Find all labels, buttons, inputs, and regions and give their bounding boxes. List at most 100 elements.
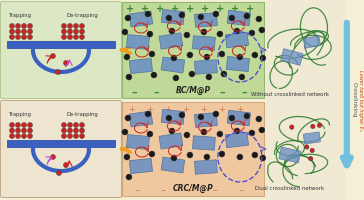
Polygon shape (129, 158, 153, 174)
Circle shape (249, 30, 255, 36)
Circle shape (145, 111, 151, 117)
Text: +: + (165, 104, 171, 114)
Circle shape (124, 154, 130, 160)
Circle shape (122, 129, 128, 135)
Circle shape (305, 145, 309, 149)
Polygon shape (194, 13, 217, 27)
Circle shape (187, 152, 193, 158)
Circle shape (244, 113, 250, 119)
Polygon shape (279, 147, 301, 163)
Text: –: – (219, 88, 225, 98)
Text: –: – (197, 88, 203, 98)
Polygon shape (161, 109, 185, 125)
Circle shape (252, 52, 258, 58)
Circle shape (310, 124, 315, 129)
Circle shape (126, 74, 132, 80)
Circle shape (290, 125, 294, 129)
Circle shape (256, 16, 262, 22)
Circle shape (62, 29, 67, 34)
Circle shape (198, 14, 204, 20)
Circle shape (166, 115, 172, 121)
Circle shape (259, 127, 265, 133)
Text: +: + (126, 4, 134, 14)
Text: –: – (131, 88, 137, 98)
Text: Lower tanδ but higher Eₙ: Lower tanδ but higher Eₙ (358, 70, 363, 130)
Circle shape (63, 60, 68, 66)
Circle shape (79, 134, 84, 138)
Circle shape (28, 29, 32, 34)
Circle shape (62, 23, 67, 28)
Polygon shape (225, 32, 249, 48)
Polygon shape (129, 58, 153, 74)
Bar (7, 140, 115, 147)
Circle shape (51, 53, 55, 58)
Circle shape (217, 31, 223, 37)
Circle shape (151, 72, 157, 78)
Circle shape (28, 128, 32, 133)
Circle shape (16, 122, 20, 128)
Circle shape (9, 122, 15, 128)
Circle shape (62, 128, 67, 133)
Circle shape (67, 134, 72, 138)
Circle shape (239, 74, 245, 80)
Circle shape (74, 23, 79, 28)
Circle shape (179, 12, 185, 18)
Circle shape (184, 32, 190, 38)
Text: +: + (141, 4, 149, 14)
Circle shape (171, 55, 177, 61)
Circle shape (201, 129, 207, 135)
Text: +: + (156, 4, 164, 14)
Text: +: + (216, 4, 224, 14)
Circle shape (67, 29, 72, 34)
Circle shape (206, 74, 212, 80)
Circle shape (63, 162, 68, 168)
Text: –: – (241, 88, 247, 98)
Circle shape (124, 54, 130, 60)
Polygon shape (159, 33, 183, 49)
Polygon shape (193, 136, 215, 150)
Text: –: – (213, 185, 217, 195)
Circle shape (149, 151, 155, 157)
Circle shape (74, 128, 79, 133)
Circle shape (219, 151, 225, 157)
Circle shape (74, 134, 79, 138)
Circle shape (79, 122, 84, 128)
Circle shape (234, 128, 240, 134)
Circle shape (74, 29, 79, 34)
Text: +: + (128, 104, 135, 114)
Circle shape (260, 155, 266, 161)
Circle shape (79, 128, 84, 133)
Bar (122, 2, 264, 98)
Text: +: + (218, 104, 225, 114)
Circle shape (213, 11, 219, 17)
Bar (122, 102, 264, 196)
Bar (7, 41, 115, 48)
Circle shape (201, 29, 207, 35)
Circle shape (56, 170, 62, 176)
Polygon shape (225, 132, 249, 148)
Circle shape (256, 116, 262, 122)
Circle shape (28, 34, 32, 40)
Polygon shape (126, 35, 150, 49)
Circle shape (147, 31, 153, 37)
Circle shape (51, 154, 55, 160)
Circle shape (21, 34, 27, 40)
Polygon shape (193, 36, 215, 50)
Circle shape (67, 23, 72, 28)
Polygon shape (161, 157, 185, 173)
Circle shape (28, 122, 32, 128)
Circle shape (9, 34, 15, 40)
Circle shape (125, 115, 131, 121)
Circle shape (310, 148, 314, 153)
Text: Crosslinking: Crosslinking (351, 82, 356, 118)
Text: Trapping: Trapping (8, 112, 32, 117)
Circle shape (21, 29, 27, 34)
Text: RC/M@P: RC/M@P (175, 85, 210, 95)
Circle shape (166, 15, 172, 21)
Text: –: – (238, 185, 243, 195)
Circle shape (21, 128, 27, 133)
Circle shape (259, 27, 265, 33)
Circle shape (204, 154, 210, 160)
Circle shape (16, 134, 20, 138)
Circle shape (149, 51, 155, 57)
